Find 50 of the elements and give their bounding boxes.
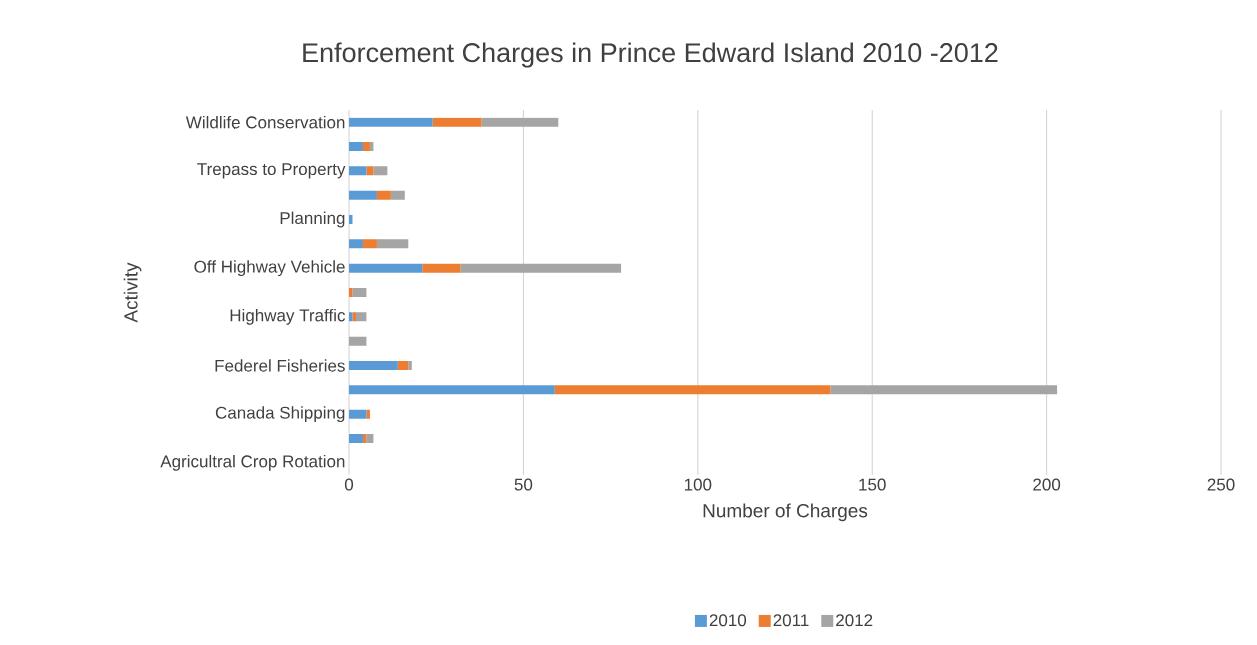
bar	[554, 385, 831, 395]
x-tick-label: 100	[684, 478, 712, 491]
bar	[408, 361, 412, 370]
bar	[349, 142, 363, 151]
x-axis-title: Number of Charges	[703, 503, 868, 522]
bar	[349, 263, 423, 273]
x-tick-label: 150	[859, 478, 886, 491]
bar	[362, 142, 370, 151]
x-tick-label: 50	[514, 478, 533, 491]
y-tick-label: Agricultral Crop Rotation	[160, 454, 345, 471]
bar	[349, 361, 398, 370]
bar	[481, 117, 559, 127]
bar	[352, 288, 367, 297]
x-tick-label: 0	[344, 478, 354, 491]
y-tick-label: Planning	[280, 211, 345, 228]
bar	[373, 166, 388, 176]
bar	[397, 361, 409, 370]
bar	[362, 239, 377, 249]
y-tick-label: Trepass to Property	[197, 163, 346, 179]
bar	[349, 239, 363, 249]
bar	[432, 117, 482, 127]
x-tick-label: 250	[1207, 478, 1235, 491]
bar	[366, 409, 370, 419]
chart-title: Enforcement Charges in Prince Edward Island 2010 -2012	[303, 42, 998, 68]
bar	[349, 117, 433, 127]
bar	[349, 190, 377, 200]
bar	[349, 434, 363, 443]
bar	[390, 190, 405, 200]
bar	[366, 166, 374, 176]
bar	[349, 385, 555, 395]
bar	[349, 166, 367, 176]
y-tick-label: Federel Fisheries	[215, 359, 345, 372]
legend-label: 2010	[709, 614, 747, 627]
bar	[422, 263, 461, 273]
y-tick-label: Highway Traffic	[230, 308, 346, 325]
y-tick-label: Wildlife Conservation	[185, 115, 345, 129]
x-tick-label: 200	[1033, 478, 1061, 491]
y-tick-label: Canada Shipping	[215, 406, 345, 423]
y-tick-label: Off Highway Vehicle	[194, 260, 345, 277]
bar	[376, 190, 391, 200]
bar	[460, 263, 622, 273]
bar	[349, 336, 367, 346]
legend-label: 2011	[773, 614, 809, 627]
bar	[366, 434, 374, 443]
bar	[349, 409, 367, 419]
y-axis-title: Activity	[123, 262, 142, 323]
bar	[830, 385, 1058, 395]
bar	[355, 312, 367, 322]
bar	[376, 239, 409, 249]
legend-label: 2012	[836, 614, 873, 627]
